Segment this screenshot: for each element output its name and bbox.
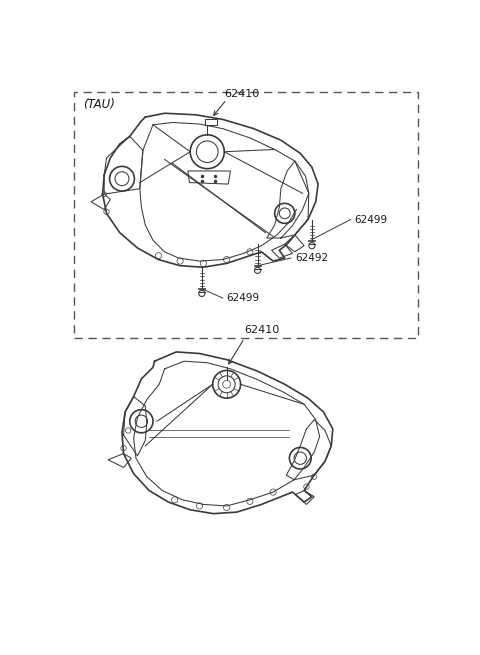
Text: 62410: 62410 [244,326,279,335]
Text: 62499: 62499 [355,214,388,225]
Text: (TAU): (TAU) [83,98,115,111]
Bar [205,119,217,125]
Text: 62410: 62410 [225,89,260,99]
Bar [74,92,418,338]
Text: 62499: 62499 [227,293,260,303]
Text: 62492: 62492 [295,253,328,263]
